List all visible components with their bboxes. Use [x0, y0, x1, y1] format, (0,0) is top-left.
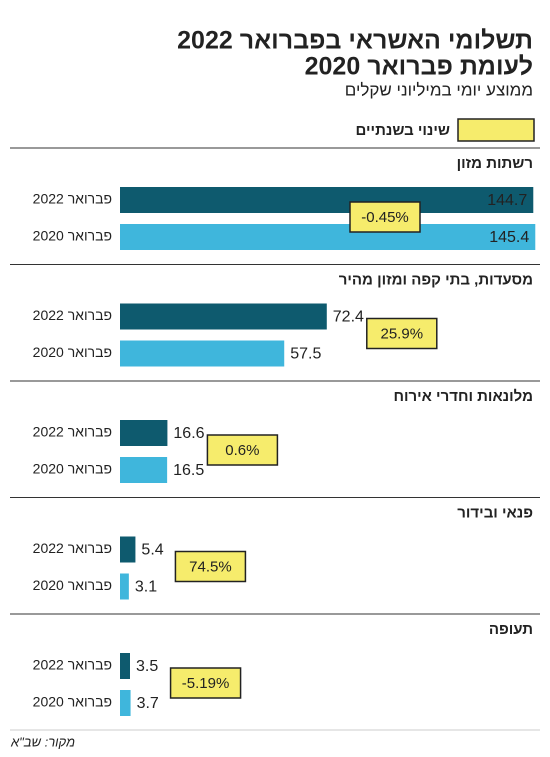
bar [120, 187, 534, 213]
series-label: פברואר 2022 [33, 191, 112, 207]
value-label: 16.5 [173, 462, 204, 479]
change-box [349, 201, 421, 233]
change-box [206, 434, 279, 466]
value-label: 3.7 [137, 695, 159, 712]
chart-subtitle: ממוצע יומי במיליוני שקלים [345, 80, 533, 99]
bar [120, 340, 285, 367]
chart-title: לעומת פברואר 2020 [305, 53, 533, 81]
bar [120, 420, 168, 446]
series-label: פברואר 2022 [33, 424, 112, 440]
value-label: 16.6 [173, 425, 204, 442]
change-box [169, 667, 242, 699]
panel-title: מלונאות וחדרי אירוח [393, 388, 533, 405]
change-label: 0.6% [225, 442, 259, 459]
change-box [366, 317, 438, 350]
bar [120, 224, 536, 250]
bar [120, 303, 327, 330]
value-label: 57.5 [290, 346, 321, 363]
legend-swatch [457, 118, 535, 142]
panel-title: פנאי ובידור [457, 504, 533, 521]
bar [120, 573, 129, 600]
change-label: -5.19% [182, 675, 230, 692]
series-label: פברואר 2020 [33, 694, 112, 710]
value-label: 144.7 [487, 192, 527, 209]
value-label: 5.4 [141, 542, 163, 559]
panel-title: מסעדות, בתי קפה ומזון מהיר [339, 271, 533, 288]
series-label: פברואר 2022 [33, 657, 112, 673]
source: מקור: שב"א [10, 734, 75, 749]
change-box [174, 550, 247, 583]
chart-title: תשלומי האשראי בפברואר 2022 [177, 27, 533, 55]
change-label: 74.5% [189, 558, 232, 575]
bar [120, 536, 136, 563]
series-label: פברואר 2022 [33, 307, 112, 323]
series-label: פברואר 2020 [33, 577, 112, 593]
series-label: פברואר 2022 [33, 540, 112, 556]
bar [120, 690, 131, 716]
series-label: פברואר 2020 [33, 461, 112, 477]
panel-title: רשתות מזון [457, 155, 533, 172]
series-label: פברואר 2020 [33, 344, 112, 360]
panel-title: תעופה [489, 621, 533, 638]
value-label: 145.4 [489, 229, 529, 246]
value-label: 3.1 [135, 579, 157, 596]
bar [120, 653, 130, 679]
change-label: 25.9% [381, 325, 424, 342]
series-label: פברואר 2020 [33, 228, 112, 244]
bar [120, 457, 168, 483]
value-label: 72.4 [333, 309, 364, 326]
legend-label: שינוי בשנתיים [356, 122, 450, 139]
change-label: -0.45% [361, 209, 409, 226]
value-label: 3.5 [136, 658, 158, 675]
